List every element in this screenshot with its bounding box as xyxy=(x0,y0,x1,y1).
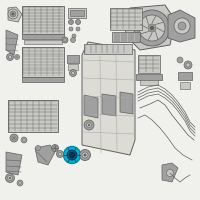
Bar xyxy=(136,74,162,80)
Bar xyxy=(22,34,64,39)
Circle shape xyxy=(134,10,170,46)
Circle shape xyxy=(12,13,14,15)
Circle shape xyxy=(57,150,64,158)
Circle shape xyxy=(21,137,27,143)
Bar xyxy=(140,80,158,85)
Polygon shape xyxy=(168,10,195,42)
Circle shape xyxy=(88,124,90,126)
Circle shape xyxy=(80,150,90,160)
Circle shape xyxy=(64,146,80,164)
Polygon shape xyxy=(6,30,18,55)
Circle shape xyxy=(53,146,57,150)
Circle shape xyxy=(150,26,154,30)
Bar xyxy=(110,8,142,30)
Circle shape xyxy=(62,37,68,43)
Bar xyxy=(180,82,190,89)
Circle shape xyxy=(70,152,74,158)
Circle shape xyxy=(54,147,56,149)
Polygon shape xyxy=(125,5,175,50)
Circle shape xyxy=(77,21,79,23)
Polygon shape xyxy=(8,7,22,22)
Circle shape xyxy=(8,55,12,58)
Circle shape xyxy=(70,70,76,76)
Circle shape xyxy=(52,144,58,152)
Bar xyxy=(84,44,132,54)
Circle shape xyxy=(8,176,12,180)
Circle shape xyxy=(139,15,165,41)
Circle shape xyxy=(82,152,88,158)
Bar xyxy=(68,8,86,18)
Circle shape xyxy=(177,57,183,63)
Circle shape xyxy=(17,180,23,186)
Polygon shape xyxy=(120,92,133,114)
Circle shape xyxy=(19,182,21,184)
Circle shape xyxy=(70,21,72,23)
Circle shape xyxy=(84,154,86,156)
Polygon shape xyxy=(162,163,178,182)
Circle shape xyxy=(174,18,190,34)
Bar xyxy=(22,47,64,77)
Bar xyxy=(68,64,78,70)
Circle shape xyxy=(69,27,73,31)
Circle shape xyxy=(58,152,62,156)
Circle shape xyxy=(36,146,40,150)
Circle shape xyxy=(68,20,74,24)
Circle shape xyxy=(10,134,18,142)
Circle shape xyxy=(72,72,74,74)
Polygon shape xyxy=(82,42,135,155)
Circle shape xyxy=(86,122,92,128)
Circle shape xyxy=(70,38,76,43)
Circle shape xyxy=(72,34,76,38)
Bar xyxy=(22,6,64,34)
Bar xyxy=(138,55,160,73)
Polygon shape xyxy=(35,145,55,165)
Circle shape xyxy=(13,137,15,139)
Bar xyxy=(24,40,62,44)
Circle shape xyxy=(12,136,16,140)
Circle shape xyxy=(76,20,80,24)
Circle shape xyxy=(186,63,190,67)
Circle shape xyxy=(14,54,20,60)
Circle shape xyxy=(6,173,14,182)
Circle shape xyxy=(67,150,77,160)
Bar xyxy=(178,72,192,80)
Circle shape xyxy=(23,139,25,141)
Polygon shape xyxy=(6,152,22,175)
Bar xyxy=(112,32,140,42)
Circle shape xyxy=(166,170,174,176)
Polygon shape xyxy=(102,94,116,116)
Circle shape xyxy=(8,9,18,19)
Circle shape xyxy=(16,56,18,58)
Polygon shape xyxy=(84,95,98,118)
Circle shape xyxy=(178,22,186,30)
Bar xyxy=(67,55,79,63)
Circle shape xyxy=(148,24,156,32)
Circle shape xyxy=(64,39,66,41)
Bar xyxy=(70,10,84,16)
Circle shape xyxy=(6,53,14,60)
Circle shape xyxy=(184,61,192,69)
Bar xyxy=(22,77,64,82)
Circle shape xyxy=(9,177,11,179)
Circle shape xyxy=(84,120,94,130)
Bar xyxy=(8,100,58,132)
Circle shape xyxy=(10,11,16,17)
Circle shape xyxy=(76,27,80,31)
